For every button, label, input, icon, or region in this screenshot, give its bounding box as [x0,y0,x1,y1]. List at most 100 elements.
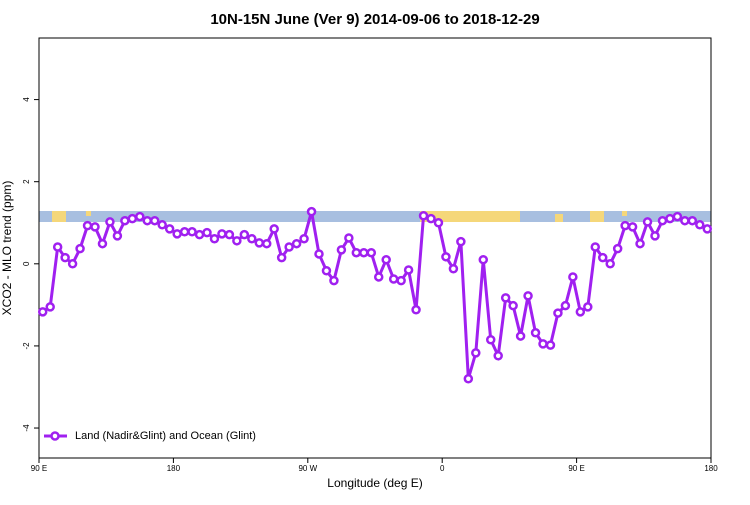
data-point [314,249,324,259]
data-point [247,234,257,244]
data-point [441,252,451,262]
data-point [590,242,601,252]
data-point [142,215,153,226]
data-point [508,300,518,311]
data-point [695,220,705,230]
data-point [60,252,70,263]
data-point [359,247,369,258]
data-point [120,215,130,226]
data-point [403,265,414,275]
data-point [67,259,78,269]
data-point [493,351,503,361]
y-axis-label: XCO2 - MLO trend (ppm) [0,181,14,316]
data-point [187,227,197,237]
data-point [485,335,496,345]
data-point [179,227,190,237]
data-point [702,224,713,234]
data-point [583,302,593,312]
data-point [45,302,55,312]
data-point [299,234,309,244]
legend-marker [50,431,60,441]
data-point [75,243,85,254]
data-point [52,242,63,252]
data-point [672,211,683,222]
plot-frame [38,37,712,459]
data-point [575,307,586,317]
data-point [82,220,93,231]
data-point [627,222,638,232]
data-point [373,272,384,282]
data-point [426,213,436,224]
data-point [329,275,339,286]
data-point [411,305,421,315]
data-point [418,211,429,221]
y-tick-label: -4 [22,424,31,432]
data-point [351,247,362,258]
data-point [105,217,115,227]
data-point [500,293,511,303]
data-point [612,243,623,254]
y-tick-label: -2 [22,342,31,350]
x-tick-label: 0 [440,464,445,473]
data-point [194,229,205,240]
data-point [306,206,317,217]
data-point [605,259,615,269]
data-point [388,274,399,284]
data-point [269,224,279,234]
data-point [127,213,138,224]
x-tick-label: 180 [704,464,718,473]
x-tick-label: 90 E [568,464,584,473]
x-tick-label: 90 E [31,464,47,473]
map-strip [39,211,711,222]
data-point [202,227,212,238]
x-axis-label: Longitude (deg E) [327,476,422,490]
data-point [538,339,548,349]
data-point [157,220,167,230]
data-point [232,236,242,246]
data-point [448,263,459,274]
data-point [657,215,668,226]
data-point [597,252,608,263]
data-point [523,291,533,301]
series-line [41,211,708,380]
y-tick-label: 0 [22,261,31,266]
data-point [90,222,100,232]
data-point [276,252,287,263]
data-point [224,229,235,240]
data-point [261,238,272,249]
data-point [433,218,444,228]
data-point [284,242,294,252]
data-point [568,272,578,282]
data-point [217,229,227,239]
data-point [456,236,466,247]
data-point [209,234,220,244]
data-point [321,266,332,276]
data-point [37,307,48,317]
x-tick-label: 90 W [298,464,317,473]
data-point [254,238,265,248]
data-point [336,245,347,255]
data-point [471,348,481,358]
x-tick-label: 180 [167,464,181,473]
data-point [344,233,354,243]
data-point [665,213,675,224]
data-point [396,275,406,286]
data-point [620,220,630,231]
data-point [164,224,175,234]
data-point [530,328,541,338]
data-point [381,254,391,265]
data-point [650,231,660,241]
data-point [560,300,571,311]
data-point [687,215,698,226]
data-point [635,238,645,249]
data-point [239,229,250,240]
data-point [545,340,556,350]
data-point [366,247,377,258]
data-point [680,215,690,226]
data-point [135,211,145,222]
data-point [463,374,474,384]
data-point [642,217,653,227]
chart-title: 10N-15N June (Ver 9) 2014-09-06 to 2018-… [210,11,539,28]
data-point [172,229,182,239]
